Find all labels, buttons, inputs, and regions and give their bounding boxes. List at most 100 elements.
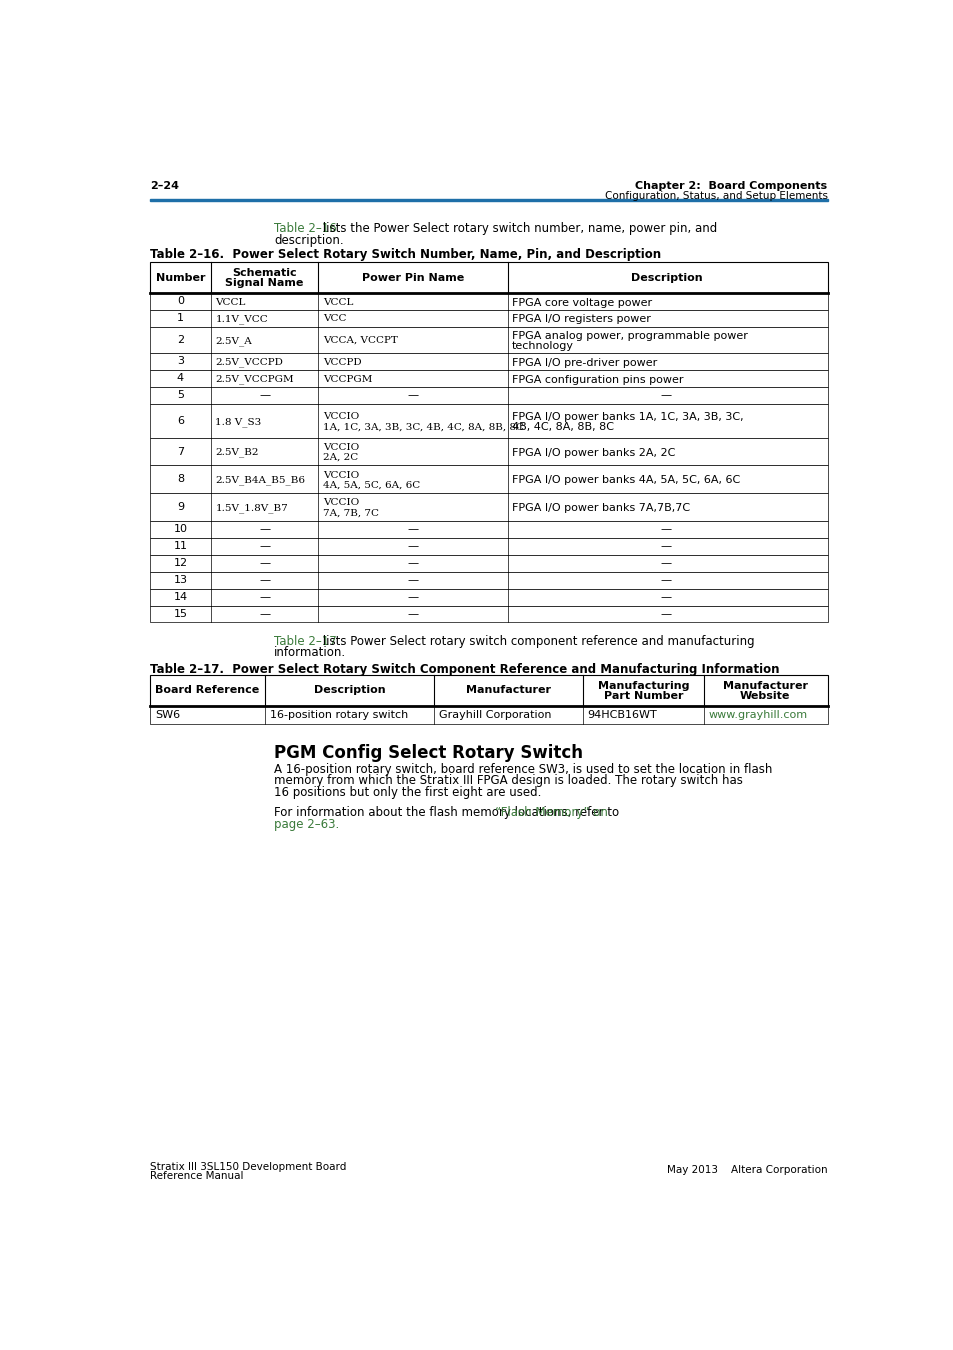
Text: —: — [258,575,270,585]
Text: For information about the flash memory locations, refer to: For information about the flash memory l… [274,806,622,819]
Text: —: — [258,593,270,602]
Text: —: — [660,609,671,620]
Text: —: — [258,390,270,401]
Text: 13: 13 [173,575,188,585]
Text: VCC: VCC [323,315,346,324]
Text: PGM Config Select Rotary Switch: PGM Config Select Rotary Switch [274,744,582,763]
Text: —: — [407,593,418,602]
Text: —: — [258,609,270,620]
Text: 1: 1 [177,313,184,323]
Text: technology: technology [512,342,574,351]
Text: 2.5V_A: 2.5V_A [215,336,252,346]
Text: —: — [258,541,270,551]
Text: May 2013    Altera Corporation: May 2013 Altera Corporation [666,1165,827,1176]
Text: 3: 3 [177,356,184,366]
Text: VCCL: VCCL [215,297,246,306]
Bar [150,493,827,521]
Text: Table 2–16: Table 2–16 [274,221,336,235]
Bar [150,675,827,706]
Text: Board Reference: Board Reference [155,686,259,695]
Text: Part Number: Part Number [603,691,682,701]
Text: Signal Name: Signal Name [225,278,303,288]
Text: FPGA I/O power banks 2A, 2C: FPGA I/O power banks 2A, 2C [512,448,675,458]
Bar [150,198,827,201]
Text: Power Pin Name: Power Pin Name [361,273,463,282]
Bar [150,327,827,352]
Text: Manufacturer: Manufacturer [722,680,807,691]
Text: 4A, 5A, 5C, 6A, 6C: 4A, 5A, 5C, 6A, 6C [323,481,420,490]
Text: 14: 14 [173,593,188,602]
Text: Website: Website [740,691,790,701]
Text: SW6: SW6 [154,710,180,720]
Text: 2.5V_VCCPD: 2.5V_VCCPD [215,358,283,367]
Text: VCCA, VCCPT: VCCA, VCCPT [323,336,397,346]
Text: —: — [660,558,671,568]
Text: —: — [407,575,418,585]
Text: 1.8 V_S3: 1.8 V_S3 [215,417,261,427]
Text: Description: Description [630,273,701,282]
Text: 16-position rotary switch: 16-position rotary switch [270,710,408,720]
Text: —: — [660,390,671,401]
Text: 5: 5 [177,390,184,401]
Text: Schematic: Schematic [232,267,296,278]
Text: —: — [407,524,418,535]
Text: 16 positions but only the first eight are used.: 16 positions but only the first eight ar… [274,786,541,799]
Text: “Flash Memory” on: “Flash Memory” on [494,806,607,819]
Text: Manufacturing: Manufacturing [598,680,689,691]
Text: 4B, 4C, 8A, 8B, 8C: 4B, 4C, 8A, 8B, 8C [512,423,614,432]
Text: —: — [258,558,270,568]
Bar [150,387,827,404]
Text: FPGA I/O power banks 4A, 5A, 5C, 6A, 6C: FPGA I/O power banks 4A, 5A, 5C, 6A, 6C [512,475,740,486]
Text: FPGA configuration pins power: FPGA configuration pins power [512,374,683,385]
Text: 94HCB16WT: 94HCB16WT [587,710,657,720]
Text: 2A, 2C: 2A, 2C [323,454,358,462]
Text: www.grayhill.com: www.grayhill.com [708,710,807,720]
Text: FPGA I/O pre-driver power: FPGA I/O pre-driver power [512,358,657,367]
Text: A 16-position rotary switch, board reference SW3, is used to set the location in: A 16-position rotary switch, board refer… [274,763,772,776]
Text: —: — [258,524,270,535]
Bar [150,437,827,466]
Text: 7: 7 [176,447,184,456]
Text: information.: information. [274,647,346,659]
Text: Grayhill Corporation: Grayhill Corporation [438,710,551,720]
Text: Chapter 2:  Board Components: Chapter 2: Board Components [635,181,827,192]
Text: 2.5V_B2: 2.5V_B2 [215,448,258,458]
Text: 1.1V_VCC: 1.1V_VCC [215,315,268,324]
Bar [150,706,827,724]
Text: lists Power Select rotary switch component reference and manufacturing: lists Power Select rotary switch compone… [319,634,754,648]
Bar [150,352,827,370]
Bar [150,606,827,622]
Text: 15: 15 [173,609,188,620]
Text: Description: Description [314,686,385,695]
Text: Reference Manual: Reference Manual [150,1172,244,1181]
Text: 6: 6 [177,416,184,425]
Text: Manufacturer: Manufacturer [465,686,550,695]
Text: FPGA I/O registers power: FPGA I/O registers power [512,315,650,324]
Text: —: — [660,524,671,535]
Text: Number: Number [155,273,205,282]
Text: 2.5V_VCCPGM: 2.5V_VCCPGM [215,374,294,385]
Text: 0: 0 [177,297,184,306]
Text: FPGA I/O power banks 1A, 1C, 3A, 3B, 3C,: FPGA I/O power banks 1A, 1C, 3A, 3B, 3C, [512,412,743,423]
Text: page 2–63.: page 2–63. [274,818,339,832]
Text: 2–24: 2–24 [150,181,179,192]
Text: VCCPGM: VCCPGM [323,374,372,383]
Text: VCCPD: VCCPD [323,358,361,367]
Bar [150,293,827,310]
Text: —: — [660,541,671,551]
Bar [150,589,827,606]
Text: —: — [407,609,418,620]
Text: VCCIO: VCCIO [323,471,359,479]
Text: —: — [407,390,418,401]
Text: Configuration, Status, and Setup Elements: Configuration, Status, and Setup Element… [604,192,827,201]
Text: 9: 9 [176,502,184,512]
Text: FPGA analog power, programmable power: FPGA analog power, programmable power [512,331,747,342]
Text: 8: 8 [176,474,184,485]
Text: description.: description. [274,234,343,247]
Text: —: — [660,575,671,585]
Text: VCCIO: VCCIO [323,443,359,452]
Text: VCCL: VCCL [323,297,353,306]
Text: Table 2–16.  Power Select Rotary Switch Number, Name, Pin, and Description: Table 2–16. Power Select Rotary Switch N… [150,248,660,262]
Text: VCCIO: VCCIO [323,498,359,508]
Bar [150,521,827,537]
